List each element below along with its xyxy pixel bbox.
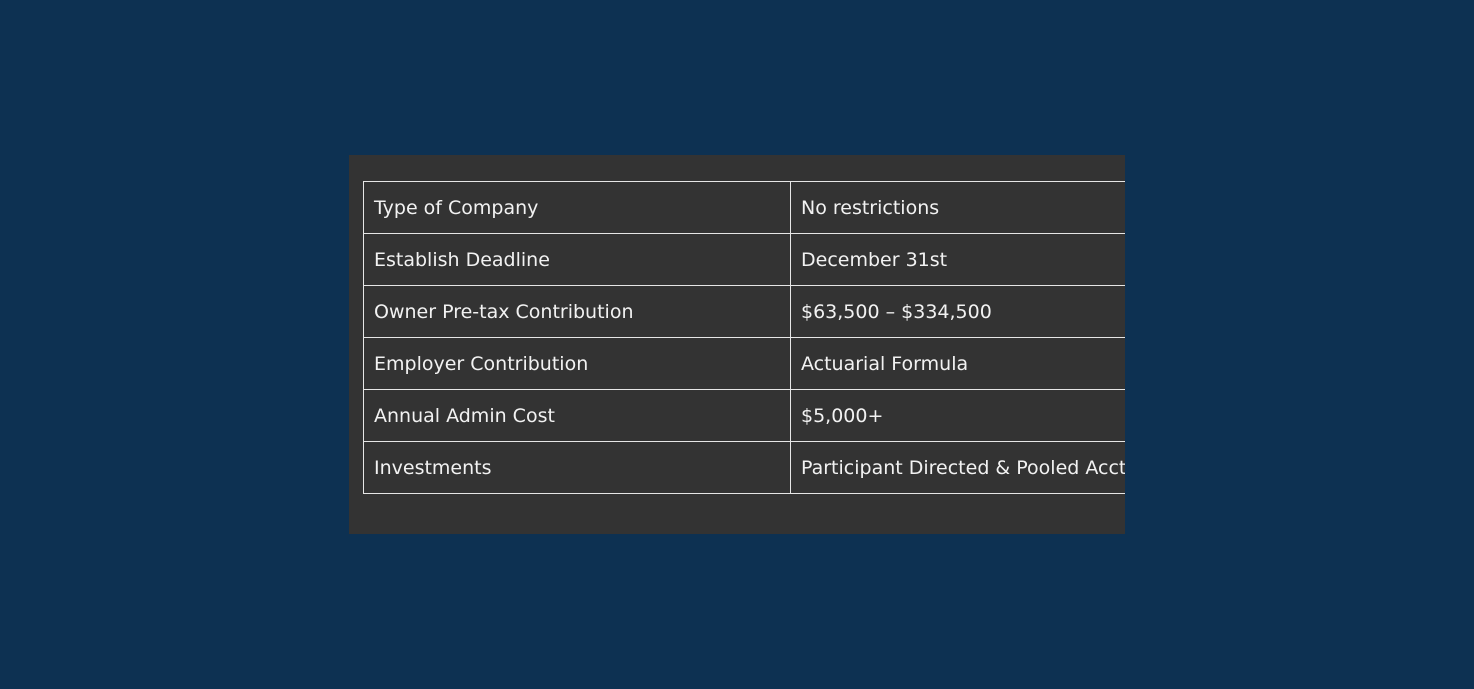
row-value: $63,500 – $334,500 [790, 285, 1125, 338]
row-value: Actuarial Formula [790, 337, 1125, 390]
row-value: Participant Directed & Pooled Acct [790, 441, 1125, 494]
row-value: No restrictions [790, 181, 1125, 234]
table-panel: Type of Company No restrictions Establis… [349, 155, 1125, 534]
table-row: Type of Company No restrictions [363, 181, 1125, 234]
row-label: Annual Admin Cost [363, 389, 791, 442]
row-label: Type of Company [363, 181, 791, 234]
table-row: Annual Admin Cost $5,000+ [363, 389, 1125, 442]
row-label: Owner Pre-tax Contribution [363, 285, 791, 338]
table-row: Investments Participant Directed & Poole… [363, 441, 1125, 494]
table-row: Establish Deadline December 31st [363, 233, 1125, 286]
row-value: $5,000+ [790, 389, 1125, 442]
table-row: Employer Contribution Actuarial Formula [363, 337, 1125, 390]
row-label: Establish Deadline [363, 233, 791, 286]
row-value: December 31st [790, 233, 1125, 286]
table-row: Owner Pre-tax Contribution $63,500 – $33… [363, 285, 1125, 338]
plan-details-table: Type of Company No restrictions Establis… [363, 181, 1125, 494]
row-label: Investments [363, 441, 791, 494]
row-label: Employer Contribution [363, 337, 791, 390]
